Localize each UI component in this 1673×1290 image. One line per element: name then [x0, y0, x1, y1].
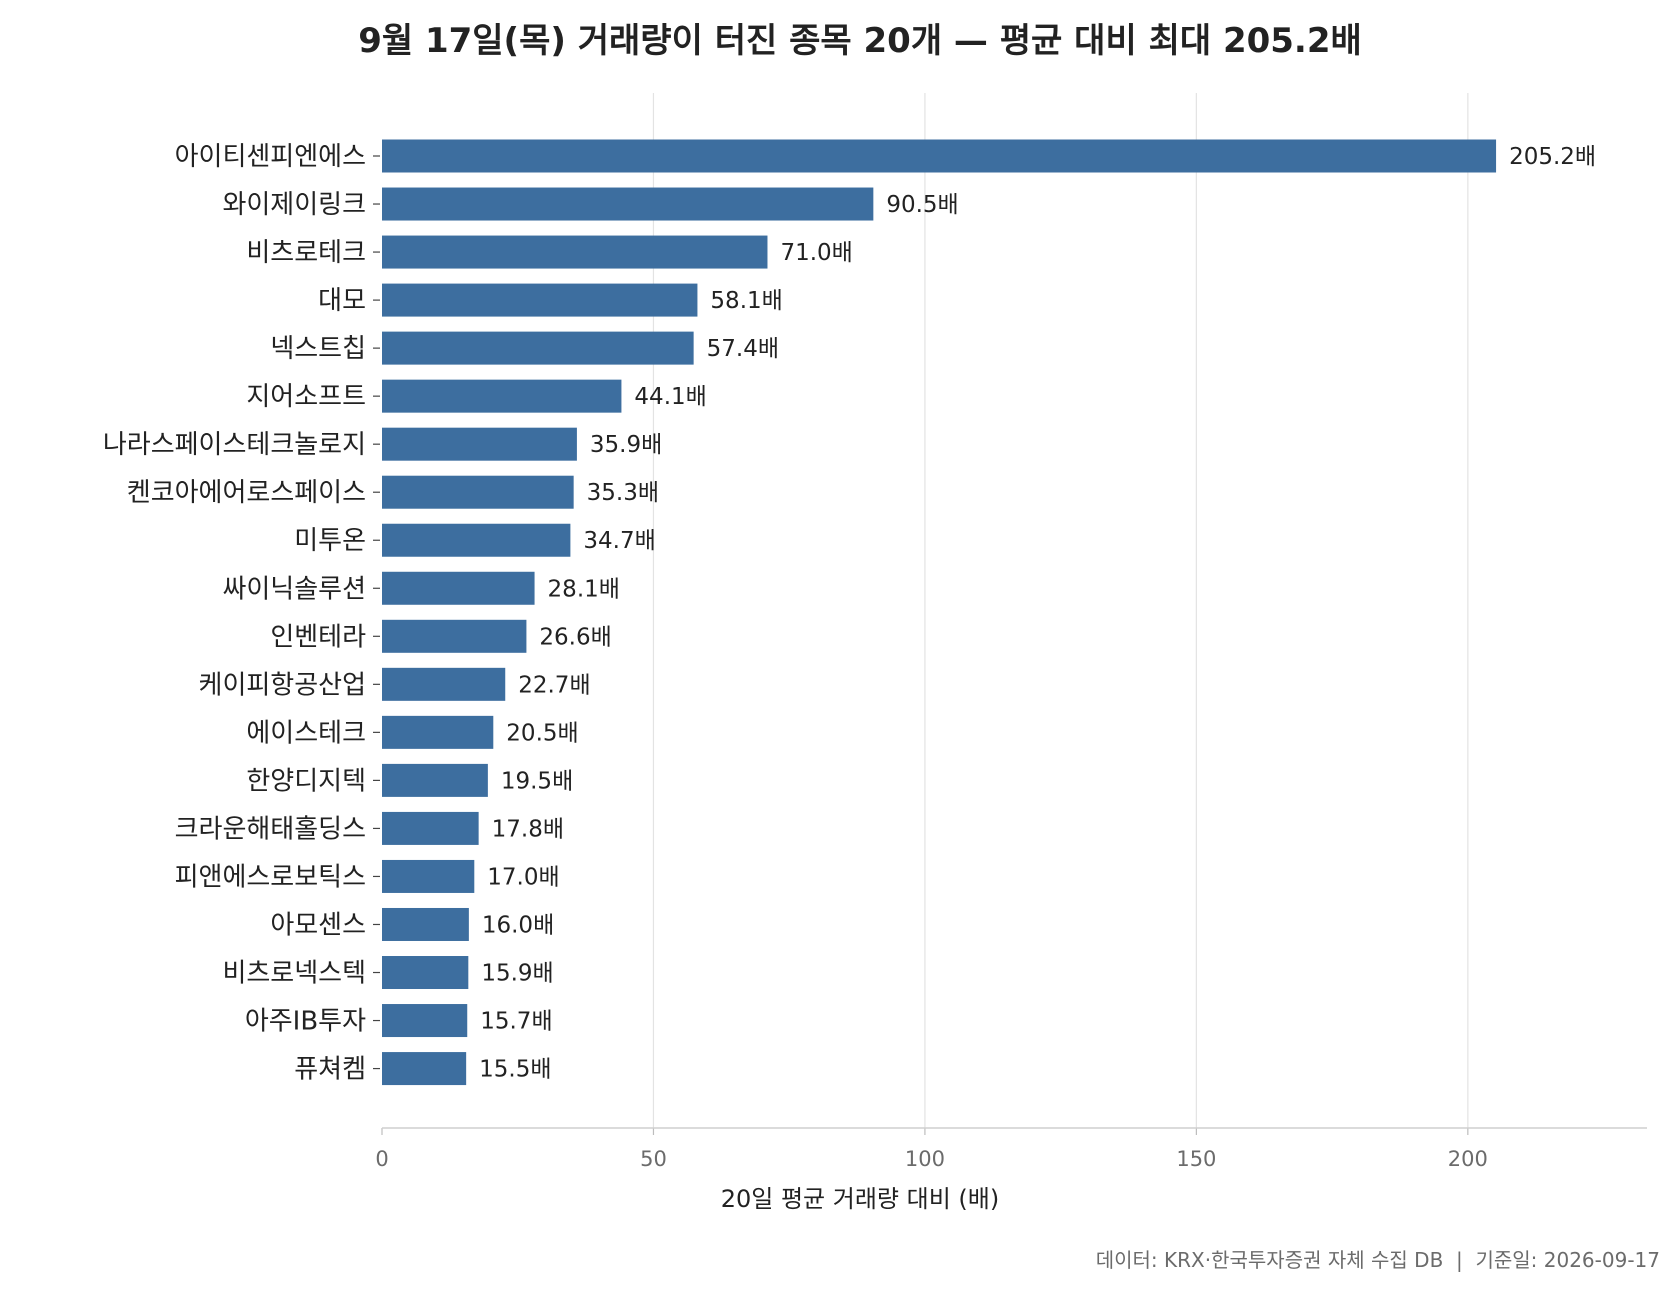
bar [382, 667, 506, 701]
category-label: 비츠로테크 [246, 238, 366, 268]
value-label: 26.6배 [539, 624, 611, 650]
value-label: 71.0배 [780, 240, 852, 266]
bar [382, 379, 622, 413]
value-label: 58.1배 [710, 288, 782, 314]
value-label: 15.9배 [481, 961, 553, 987]
category-label: 비츠로넥스텍 [222, 959, 366, 989]
x-tick-label: 150 [1176, 1147, 1216, 1171]
category-label: 에이스테크 [246, 718, 366, 748]
bar [382, 571, 535, 605]
category-label: 지어소프트 [246, 382, 366, 412]
category-label: 싸이닉솔루션 [222, 574, 366, 604]
category-label: 아주IB투자 [245, 1007, 366, 1037]
x-axis: 0 50 100 150 200 [375, 1127, 1647, 1171]
bar [382, 763, 488, 797]
category-label: 와이제이링크 [222, 190, 366, 220]
bars [382, 139, 1497, 1086]
value-label: 20.5배 [506, 720, 578, 746]
x-tick-label: 50 [640, 1147, 667, 1171]
bar [382, 283, 698, 317]
x-axis-label: 20일 평균 거래량 대비 (배) [721, 1185, 1000, 1213]
bar [382, 139, 1497, 173]
value-label: 57.4배 [707, 336, 779, 362]
value-label: 35.3배 [587, 480, 659, 506]
bar [382, 331, 694, 365]
category-label: 넥스트칩 [270, 334, 366, 364]
category-label: 아이티센피엔에스 [175, 142, 366, 172]
bar [382, 1052, 467, 1086]
category-label: 미투온 [294, 526, 366, 556]
value-label: 90.5배 [886, 192, 958, 218]
category-label: 퓨쳐켐 [294, 1055, 366, 1085]
bar [382, 1004, 468, 1038]
category-label: 대모 [318, 286, 366, 316]
chart-title: 9월 17일(목) 거래량이 터진 종목 20개 — 평균 대비 최대 205.… [358, 21, 1362, 61]
category-label: 케이피항공산업 [199, 670, 366, 700]
gridlines [652, 93, 1469, 1128]
bar [382, 811, 479, 845]
category-labels: 아이티센피엔에스와이제이링크비츠로테크대모넥스트칩지어소프트나라스페이스테크놀로… [103, 142, 380, 1085]
bar [382, 475, 574, 509]
value-label: 28.1배 [548, 576, 620, 602]
bar [382, 427, 577, 461]
value-label: 22.7배 [518, 672, 590, 698]
data-source-footer: 데이터: KRX·한국투자증권 자체 수집 DB | 기준일: 2026-09-… [1096, 1248, 1660, 1272]
category-label: 피앤에스로보틱스 [175, 862, 366, 892]
bar [382, 235, 768, 269]
value-label: 34.7배 [583, 528, 655, 554]
value-label: 35.9배 [590, 432, 662, 458]
bar [382, 715, 494, 749]
bar [382, 619, 527, 653]
value-label: 16.0배 [482, 912, 554, 938]
category-label: 켄코아에어로스페이스 [127, 478, 366, 508]
value-label: 15.7배 [480, 1009, 552, 1035]
value-label: 205.2배 [1509, 144, 1596, 170]
category-label: 아모센스 [270, 910, 366, 940]
x-tick-label: 100 [905, 1147, 945, 1171]
value-label: 19.5배 [501, 768, 573, 794]
category-label: 인벤테라 [270, 622, 366, 652]
value-label: 44.1배 [634, 384, 706, 410]
value-label: 17.8배 [492, 816, 564, 842]
bar [382, 907, 469, 941]
bar [382, 187, 874, 221]
value-label: 15.5배 [479, 1057, 551, 1083]
x-tick-label: 0 [375, 1147, 388, 1171]
x-tick-label: 200 [1448, 1147, 1488, 1171]
category-label: 크라운해태홀딩스 [175, 814, 366, 844]
bar [382, 956, 469, 990]
bar [382, 859, 475, 893]
category-label: 한양디지텍 [246, 766, 366, 796]
bar [382, 523, 571, 557]
category-label: 나라스페이스테크놀로지 [103, 430, 366, 460]
value-label: 17.0배 [487, 864, 559, 890]
